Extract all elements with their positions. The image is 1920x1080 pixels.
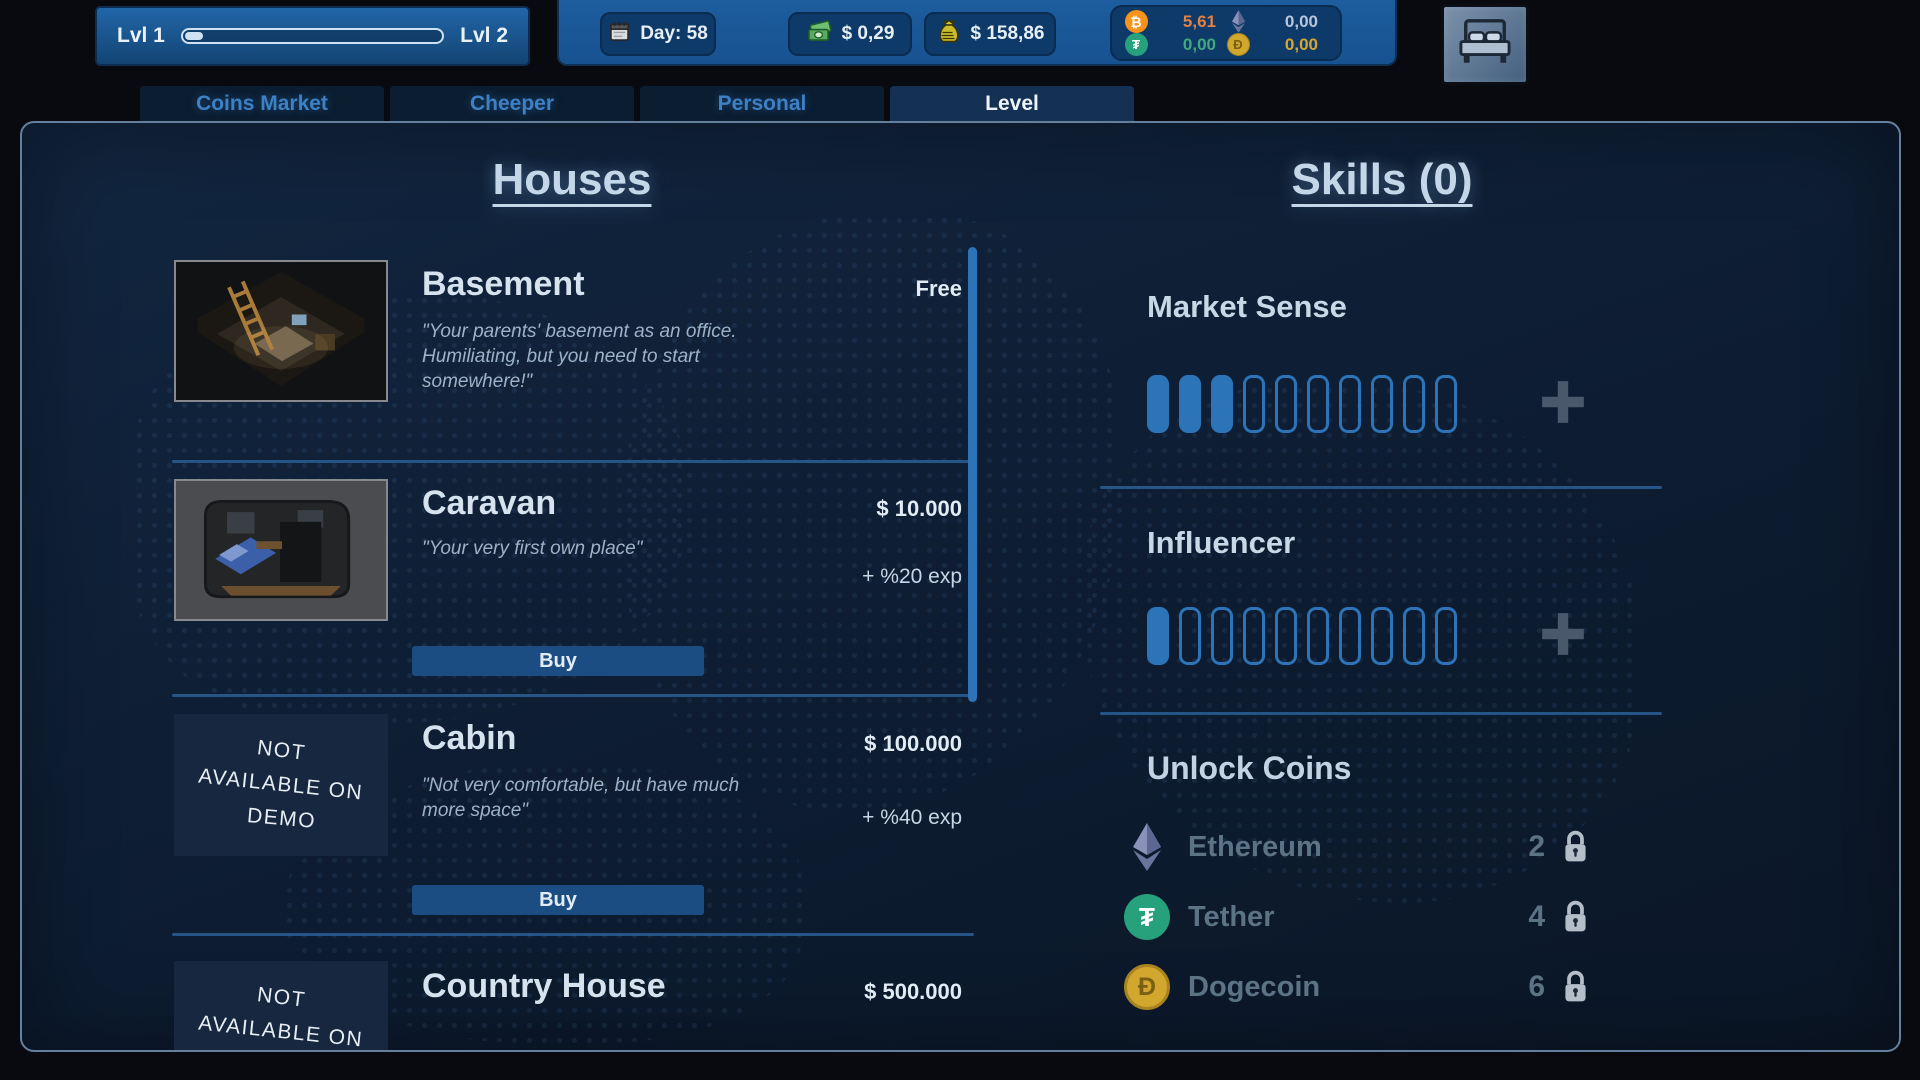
not-available-text: NOT: [255, 736, 307, 765]
bed-icon: [1454, 16, 1516, 73]
ethereum-amount: 0,00: [1284, 11, 1318, 31]
house-image-not-available: NOT AVAILABLE ON DEMO: [174, 714, 388, 856]
house-price: $ 100.000: [864, 731, 962, 756]
day-badge: Day: 58: [600, 12, 716, 56]
calendar-icon: [608, 20, 631, 48]
crypto-wallet-panel: ₿ 5,61 0,00 ₮ 0,00 Ð 0,00: [1110, 5, 1342, 61]
bank-amount: $ 158,86: [970, 23, 1045, 44]
bitcoin-amount: 5,61: [1182, 11, 1216, 31]
cash-badge: $ 0,29: [788, 12, 912, 56]
house-description: "Your very first own place": [422, 538, 643, 559]
tether-amount: 0,00: [1182, 34, 1216, 54]
main-panel: Houses Skills (0) Basement Free "Your pa: [20, 121, 1901, 1052]
tether-icon: ₮: [1120, 894, 1174, 940]
buy-button-caravan[interactable]: Buy: [412, 646, 704, 676]
not-available-text: AVAILABLE ON: [197, 764, 365, 805]
house-description: "Your parents' basement as an office. Hu…: [422, 321, 737, 393]
tab-label: Level: [985, 91, 1039, 115]
plus-icon: [1538, 609, 1588, 664]
skill-bar-influencer: [1147, 607, 1457, 665]
dogecoin-icon: Ð: [1120, 964, 1174, 1010]
house-price: $ 10.000: [876, 496, 962, 521]
unlock-coin-row-dogecoin: Ð Dogecoin 6: [1120, 961, 1590, 1013]
unlock-coins-title: Unlock Coins: [1147, 750, 1352, 786]
level-progress-fill: [184, 32, 203, 40]
tab-personal[interactable]: Personal: [640, 86, 884, 121]
level-panel: Lvl 1 Lvl 2: [95, 6, 530, 66]
skill-upgrade-plus-button[interactable]: [1538, 611, 1588, 661]
tab-label: Coins Market: [196, 91, 328, 115]
divider: [1100, 486, 1662, 489]
house-name: Caravan: [422, 484, 557, 522]
not-available-text: NOT: [255, 983, 307, 1012]
unlock-coin-row-tether: ₮ Tether 4: [1120, 891, 1590, 943]
house-exp-bonus: + %40 exp: [862, 806, 962, 829]
skill-name: Market Sense: [1147, 289, 1347, 324]
tab-level[interactable]: Level: [890, 86, 1134, 121]
lock-icon: [1561, 829, 1590, 865]
lock-icon: [1561, 969, 1590, 1005]
house-price: $ 500.000: [864, 979, 962, 1004]
plus-icon: [1538, 377, 1588, 432]
skill-upgrade-plus-button[interactable]: [1538, 379, 1588, 429]
coin-name: Dogecoin: [1188, 970, 1321, 1003]
bitcoin-icon: ₿: [1124, 10, 1148, 33]
tab-label: Personal: [717, 91, 807, 115]
dogecoin-icon: Ð: [1226, 33, 1250, 56]
house-name: Country House: [422, 967, 666, 1005]
cash-amount: $ 0,29: [841, 23, 895, 44]
coin-unlock-level: 6: [1528, 970, 1545, 1003]
house-name: Cabin: [422, 719, 517, 757]
skill-name: Influencer: [1147, 525, 1296, 560]
not-available-text: AVAILABLE ON: [197, 1011, 365, 1052]
coin-name: Tether: [1188, 900, 1275, 933]
ethereum-icon: [1226, 10, 1250, 33]
not-available-text: DEMO: [246, 1051, 317, 1052]
houses-scrollbar[interactable]: [968, 247, 977, 702]
day-label: Day: 58: [640, 23, 708, 44]
dogecoin-amount: 0,00: [1284, 34, 1318, 54]
level-current-label: Lvl 1: [117, 24, 165, 47]
level-next-label: Lvl 2: [460, 24, 508, 47]
house-image-not-available: NOT AVAILABLE ON DEMO: [174, 961, 388, 1052]
tab-cheeper[interactable]: Cheeper: [390, 86, 634, 121]
house-description: "Not very comfortable, but have much mor…: [422, 775, 740, 822]
divider: [172, 694, 974, 697]
house-exp-bonus: + %20 exp: [862, 565, 962, 588]
divider: [172, 933, 974, 936]
level-progress-bar: [180, 28, 445, 44]
house-image-caravan: [174, 479, 388, 621]
divider: [1100, 712, 1662, 715]
ethereum-icon: [1120, 823, 1174, 871]
coin-unlock-level: 4: [1528, 900, 1545, 933]
hud-strip: Day: 58 $ 0,29 $ 158,86: [557, 0, 1397, 66]
cash-icon: [806, 20, 833, 48]
house-name: Basement: [422, 265, 585, 303]
lock-icon: [1561, 899, 1590, 935]
tab-coins-market[interactable]: Coins Market: [140, 86, 384, 121]
buy-button-cabin[interactable]: Buy: [412, 885, 704, 915]
houses-title: Houses: [492, 155, 652, 204]
bank-badge: $ 158,86: [924, 12, 1056, 56]
house-image-basement: [174, 260, 388, 402]
coin-name: Ethereum: [1188, 830, 1322, 863]
house-price: Free: [915, 276, 962, 301]
divider: [172, 460, 974, 463]
skill-bar-market-sense: [1147, 375, 1457, 433]
sleep-bed-button[interactable]: [1441, 4, 1529, 85]
skills-title: Skills (0): [1291, 155, 1473, 204]
not-available-text: DEMO: [245, 804, 317, 833]
tab-label: Cheeper: [469, 91, 555, 115]
unlock-coin-row-ethereum: Ethereum 2: [1120, 821, 1590, 873]
money-bag-icon: [936, 19, 962, 50]
coin-unlock-level: 2: [1528, 830, 1545, 863]
tether-icon: ₮: [1124, 33, 1148, 56]
